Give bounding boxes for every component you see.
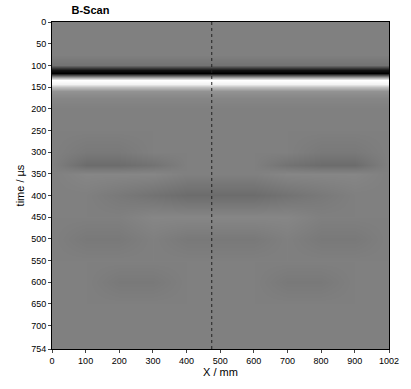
svg-text:0: 0 xyxy=(49,356,54,366)
svg-text:400: 400 xyxy=(31,191,46,201)
svg-text:200: 200 xyxy=(31,104,46,114)
svg-text:B-Scan: B-Scan xyxy=(71,4,109,16)
svg-text:150: 150 xyxy=(31,82,46,92)
svg-text:600: 600 xyxy=(31,277,46,287)
svg-text:450: 450 xyxy=(31,212,46,222)
svg-text:300: 300 xyxy=(31,147,46,157)
svg-text:754: 754 xyxy=(31,344,46,354)
svg-text:0: 0 xyxy=(41,17,46,27)
svg-text:100: 100 xyxy=(78,356,93,366)
svg-text:X / mm: X / mm xyxy=(203,366,238,378)
svg-text:400: 400 xyxy=(179,356,194,366)
svg-text:50: 50 xyxy=(36,39,46,49)
svg-text:1002: 1002 xyxy=(379,356,399,366)
svg-text:time / µs: time / µs xyxy=(14,164,26,206)
svg-text:500: 500 xyxy=(213,356,228,366)
svg-text:650: 650 xyxy=(31,299,46,309)
svg-text:350: 350 xyxy=(31,169,46,179)
svg-text:900: 900 xyxy=(347,356,362,366)
svg-text:800: 800 xyxy=(314,356,329,366)
svg-text:600: 600 xyxy=(246,356,261,366)
svg-text:250: 250 xyxy=(31,126,46,136)
svg-text:100: 100 xyxy=(31,61,46,71)
svg-text:300: 300 xyxy=(145,356,160,366)
svg-text:550: 550 xyxy=(31,256,46,266)
svg-text:700: 700 xyxy=(31,321,46,331)
svg-text:700: 700 xyxy=(280,356,295,366)
svg-text:200: 200 xyxy=(112,356,127,366)
svg-text:500: 500 xyxy=(31,234,46,244)
